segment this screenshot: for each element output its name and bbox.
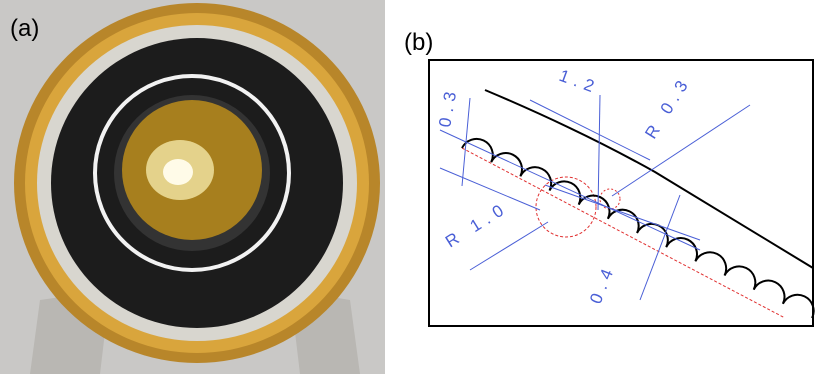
photo (0, 0, 385, 374)
figure: (a) (b) 0.3 1.2 R 0.3 R 1.0 0.4 (0, 0, 815, 374)
panel-label: (b) (404, 29, 433, 56)
panel-label: (a) (10, 15, 39, 42)
